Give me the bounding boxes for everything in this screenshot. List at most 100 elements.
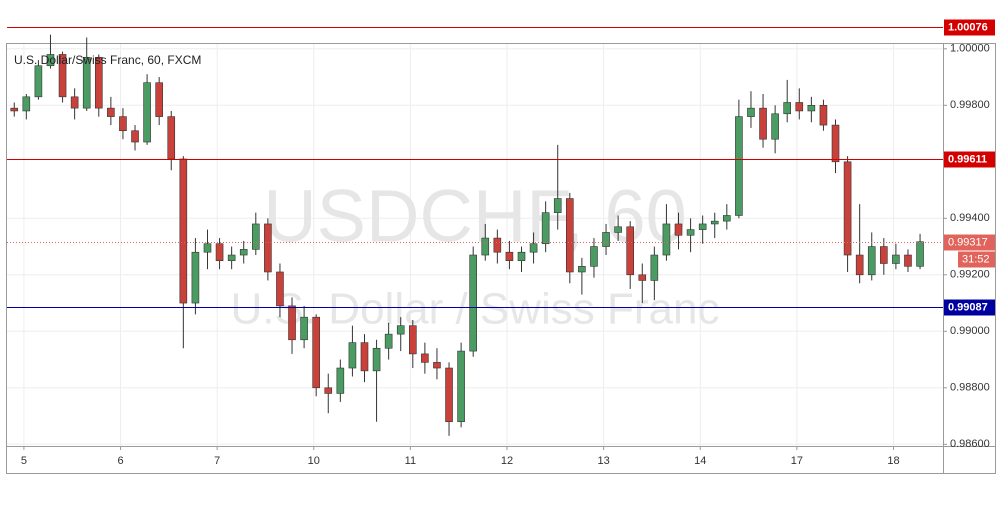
candle-body [855, 254, 864, 276]
level-label: 0.99611 [948, 153, 987, 165]
y-tick-label: 0.99400 [950, 212, 990, 224]
candle-body [771, 113, 779, 140]
candle-body [650, 254, 659, 281]
candle-body [674, 223, 683, 236]
x-tick-label: 18 [887, 455, 899, 467]
x-tick-label: 11 [405, 455, 416, 467]
y-tick-label: 0.98800 [950, 382, 990, 394]
y-tick-label: 0.99800 [950, 99, 990, 111]
candle-body [191, 251, 200, 304]
candle-body [710, 220, 719, 225]
x-tick-label: 7 [214, 455, 220, 467]
candle-body [179, 158, 188, 304]
level-label-box [944, 299, 995, 316]
x-tick-label: 13 [597, 455, 609, 467]
candle-body [686, 229, 695, 236]
candle-body [819, 105, 828, 126]
candle-body [698, 223, 707, 230]
candle-body [880, 246, 888, 264]
candle-body [348, 342, 357, 369]
candle-body [457, 350, 465, 423]
level-label-box [944, 151, 995, 168]
candle-body [70, 96, 79, 109]
candle-body [360, 342, 369, 372]
level-label: 1.00076 [948, 21, 988, 33]
candle-body [517, 251, 526, 261]
y-tick-label: 0.98600 [950, 438, 990, 450]
candle-body [10, 107, 19, 112]
candle-body [46, 54, 55, 67]
watermark: USDCHF, 60 [263, 175, 687, 258]
last-price-label: 0.99317 [948, 236, 988, 248]
candle-body [421, 353, 429, 363]
candle-body [626, 226, 634, 276]
x-tick-label: 6 [117, 455, 123, 467]
last-price-box [944, 234, 995, 251]
candle-body [867, 246, 876, 276]
candle-body [602, 232, 610, 247]
candle-body [215, 243, 224, 261]
candle-body [566, 198, 574, 273]
candle-body [747, 107, 755, 117]
chart-frame [6, 43, 996, 474]
candle-body [34, 65, 43, 98]
countdown-box [958, 251, 995, 268]
candle-body [107, 107, 115, 117]
candle-body [843, 161, 852, 256]
y-tick-label: 0.99200 [950, 269, 990, 281]
candle-body [94, 56, 103, 109]
countdown-label: 31:52 [962, 253, 990, 265]
candle-body [904, 254, 912, 267]
x-tick-label: 12 [501, 455, 513, 467]
candle-body [155, 82, 163, 117]
chart-title: U.S. Dollar/Swiss Franc, 60, FXCM [14, 53, 201, 67]
candle-body [807, 105, 816, 112]
candle-body [723, 215, 731, 222]
candle-body [300, 316, 308, 341]
y-tick-label: 0.99000 [950, 325, 990, 337]
candle-body [264, 223, 272, 273]
candle-body [131, 130, 139, 143]
candle-body [590, 246, 598, 267]
candle-body [409, 325, 417, 355]
candle-body [614, 226, 622, 233]
level-label: 0.99087 [948, 301, 988, 313]
candle-body [638, 274, 647, 281]
candle-body [505, 251, 514, 261]
candle-body [529, 243, 538, 253]
x-tick-label: 10 [308, 455, 320, 467]
candle-body [227, 254, 236, 261]
candle-body [469, 254, 477, 352]
candle-body [541, 212, 550, 245]
candle-body [396, 325, 405, 335]
candle-body [82, 56, 91, 109]
candle-body [288, 305, 296, 341]
candle-body [276, 271, 284, 307]
candle-body [916, 241, 924, 267]
candle-body [251, 223, 260, 250]
candle-body [312, 316, 320, 389]
candle-body [22, 96, 31, 112]
candle-body [892, 254, 900, 264]
candle-body [662, 223, 671, 256]
candle-body [493, 237, 502, 253]
candle-body [553, 198, 562, 213]
candle-body [119, 116, 127, 132]
candle-body [372, 347, 381, 372]
candle-body [783, 102, 792, 115]
candle-body [831, 124, 840, 163]
candle-body [759, 107, 767, 140]
candle-body [203, 243, 212, 253]
candle-body [445, 367, 453, 423]
candle-body [58, 54, 67, 98]
candle-body [481, 237, 490, 256]
candle-body [239, 249, 248, 256]
x-tick-label: 17 [791, 455, 803, 467]
candle-body [433, 362, 441, 369]
level-label-box [944, 19, 995, 36]
candle-body [167, 116, 176, 160]
candle-body [384, 333, 393, 349]
candle-body [578, 266, 586, 273]
y-tick-label: 1.00000 [950, 43, 990, 55]
